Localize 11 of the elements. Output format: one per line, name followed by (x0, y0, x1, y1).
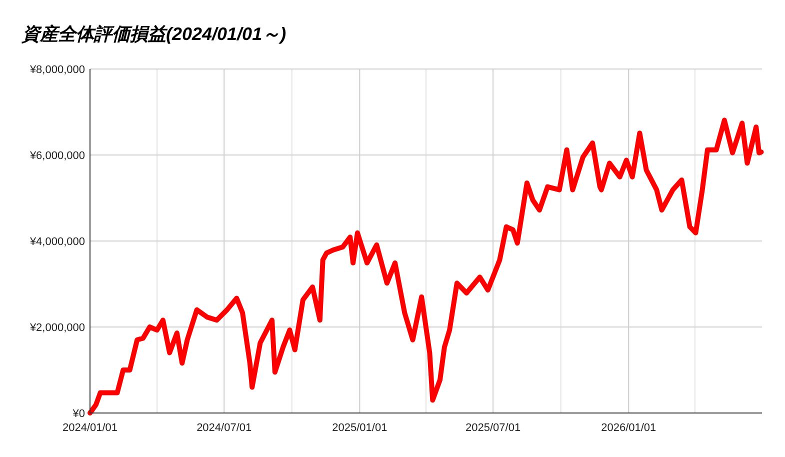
chart-title: 資産全体評価損益(2024/01/01～) (21, 24, 286, 44)
x-tick-label: 2024/01/01 (62, 422, 118, 434)
x-tick-label: 2026/01/01 (601, 422, 656, 434)
y-tick-label: ¥8,000,000 (28, 64, 85, 76)
x-tick-label: 2024/07/01 (196, 422, 252, 434)
x-tick-label: 2025/01/01 (332, 422, 388, 434)
y-tick-label: ¥2,000,000 (28, 322, 85, 334)
x-tick-label: 2025/07/01 (466, 422, 521, 434)
y-tick-label: ¥6,000,000 (28, 150, 85, 162)
y-tick-label: ¥0 (72, 408, 85, 420)
y-tick-label: ¥4,000,000 (28, 236, 85, 248)
